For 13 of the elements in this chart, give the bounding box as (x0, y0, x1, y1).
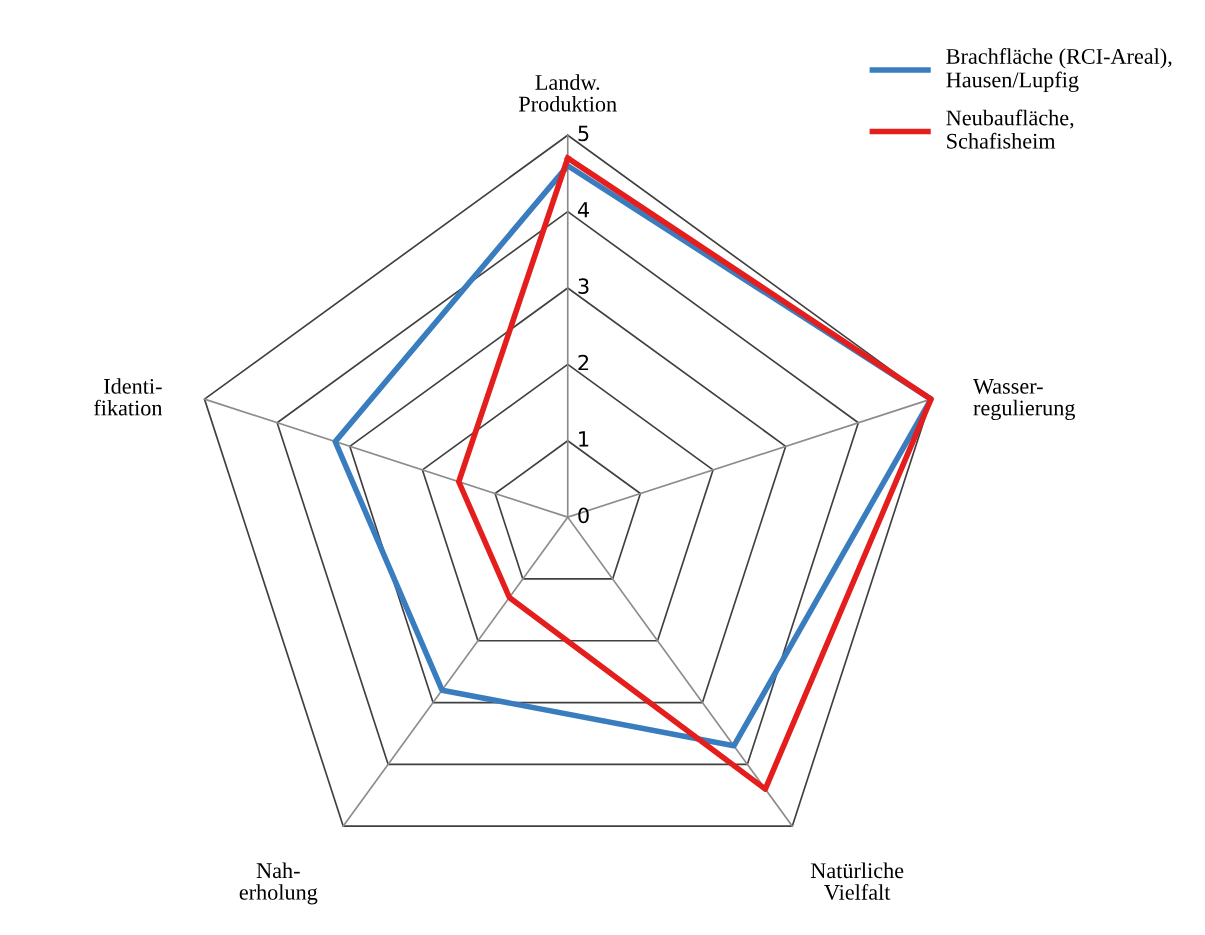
y-tick-label: 5 (578, 125, 589, 142)
legend-label: Neubaufläche, Schafisheim (946, 109, 1074, 149)
spoke-label: Nah- erholung (239, 862, 318, 905)
spoke-label: Natürliche Vielfalt (810, 862, 904, 900)
y-tick-label: 1 (579, 431, 589, 447)
y-tick-label: 3 (578, 278, 589, 295)
y-tick-label: 0 (578, 507, 589, 524)
spoke-label: Landw. Produktion (519, 74, 617, 112)
spoke-label: Identi- fikation (94, 378, 163, 416)
spoke-label: Wasser- regulierung (973, 379, 1076, 421)
y-tick-label: 4 (577, 202, 589, 218)
legend-label: Brachfläche (RCI-Areal), Hausen/Lupfig (946, 48, 1172, 92)
y-tick-label: 2 (578, 354, 589, 371)
